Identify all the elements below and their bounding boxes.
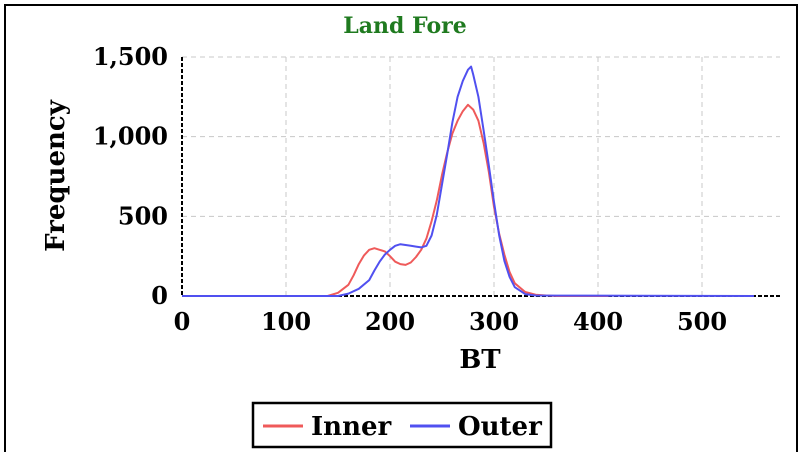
y-tick-label: 1,500 [93,42,168,71]
x-axis-label: BT [459,345,501,375]
y-tick-label: 0 [151,281,168,310]
y-axis-label: Frequency [41,99,71,252]
legend-label-inner: Inner [311,412,392,442]
y-tick-label: 500 [118,201,168,230]
chart-title: Land Fore [343,13,466,39]
x-tick-label: 400 [573,307,623,336]
x-tick-label: 300 [469,307,519,336]
x-tick-label: 500 [677,307,727,336]
legend: Inner Outer [251,401,553,449]
x-tick-label: 200 [365,307,415,336]
x-tick-label: 0 [174,307,191,336]
chart-frame [4,4,798,452]
series-line-outer [182,65,755,297]
x-tick-label: 100 [261,307,311,336]
tick-labels: 0 100 200 300 400 500 0 500 1,000 1,500 [93,42,727,336]
y-tick-label: 1,000 [93,122,168,151]
grid [182,56,780,296]
series-group [182,65,755,297]
series-line-inner [182,103,609,297]
axes [181,57,780,297]
legend-label-outer: Outer [458,412,542,442]
